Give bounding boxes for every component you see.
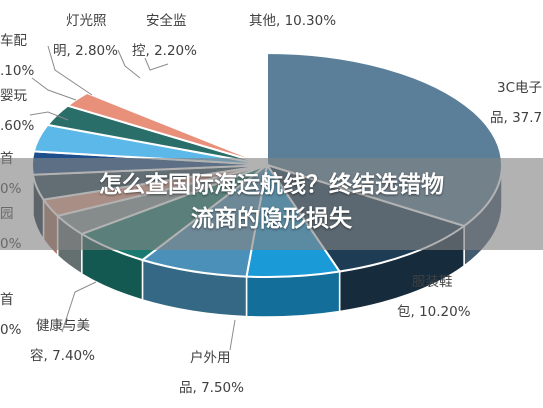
label-3c-line1: 3C电子 — [497, 80, 542, 96]
label-other: 其他, 10.30% — [249, 13, 336, 29]
label-security-line1: 安全监 — [146, 12, 187, 29]
leader-lines — [29, 45, 236, 351]
label-lighting-line1: 灯光照 — [66, 13, 107, 29]
leader-line — [229, 319, 236, 351]
overlay-title-line2: 流商的隐形损失 — [191, 206, 352, 232]
overlay-title-line1: 怎么查国际海运航线？终结选错物 — [99, 172, 444, 198]
slice-outdoor-side — [245, 270, 341, 318]
label-cut-c-line2: 0% — [0, 322, 22, 338]
label-toys-line1: 婴玩 — [0, 88, 27, 104]
label-apparel-line1: 服装鞋 — [412, 274, 453, 290]
label-health-line1: 健康与美 — [36, 317, 90, 334]
label-outdoor-line1: 户外用 — [190, 349, 231, 366]
title-overlay — [0, 158, 543, 250]
leader-line — [31, 77, 77, 101]
overlay-title: 怎么查国际海运航线？终结选错物 流商的隐形损失 — [0, 168, 543, 236]
leader-line — [144, 57, 169, 71]
label-outdoor-line2: 品, 7.50% — [179, 380, 244, 396]
leader-line — [117, 49, 141, 79]
leader-line — [47, 45, 93, 96]
label-auto-line1: 车配 — [0, 32, 27, 49]
label-auto-line2: .10% — [0, 63, 34, 79]
label-apparel-line2: 包, 10.20% — [397, 304, 471, 320]
slice-other — [65, 91, 268, 166]
label-security-line2: 控, 2.20% — [132, 43, 197, 59]
label-3c-line2: 品, 37.7 — [490, 110, 542, 126]
label-toys-line2: .60% — [0, 118, 34, 134]
leader-line — [29, 111, 69, 121]
label-cut-c-line1: 首 — [0, 292, 14, 308]
label-lighting-line2: 明, 2.80% — [53, 43, 118, 59]
leader-line — [61, 281, 97, 333]
label-health-line2: 容, 7.40% — [30, 347, 95, 364]
